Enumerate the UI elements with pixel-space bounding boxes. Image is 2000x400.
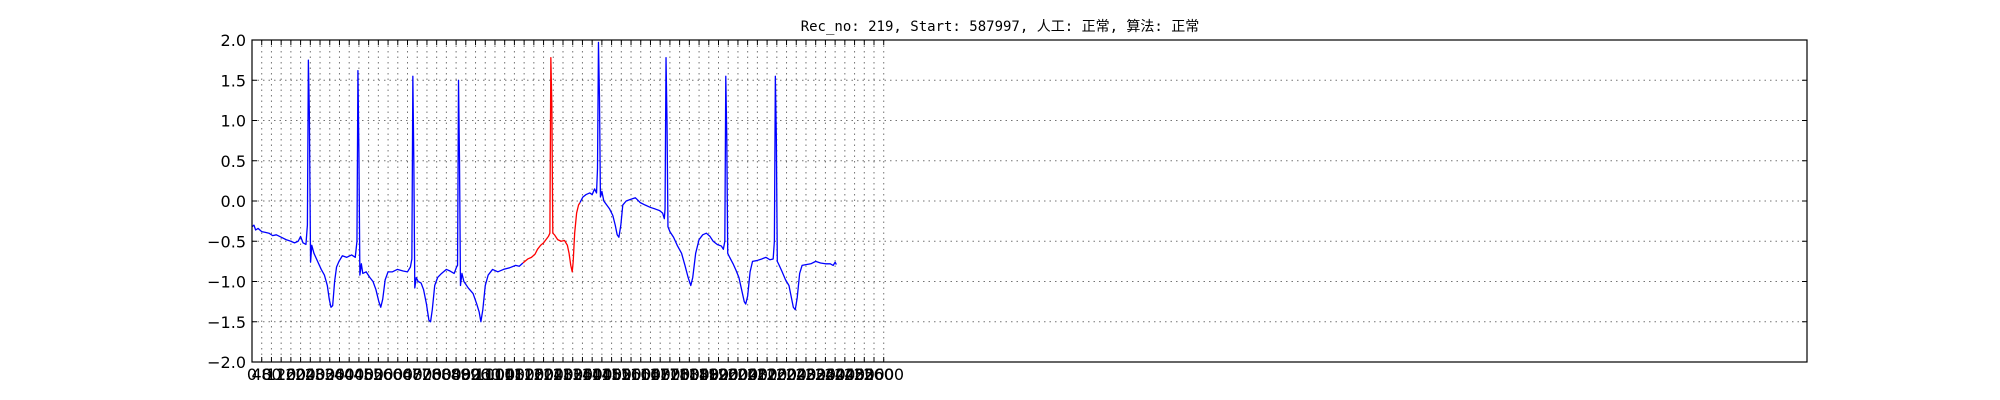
x-tick-label: 480: [353, 365, 384, 384]
x-tick-label: 800: [431, 365, 462, 384]
x-tick-label: 1480: [591, 365, 632, 384]
y-tick-label: −0.5: [207, 232, 246, 251]
x-tick-label: 2520: [844, 365, 885, 384]
x-tick-label: 360: [324, 365, 355, 384]
x-tick-label: 1640: [630, 365, 671, 384]
x-tick-label: 2200: [766, 365, 807, 384]
x-tick-label: 1400: [572, 365, 613, 384]
x-tick-label: 200: [285, 365, 316, 384]
x-tick-label: 1440: [582, 365, 623, 384]
y-tick-label: −1.5: [207, 313, 246, 332]
x-tick-label: 520: [363, 365, 394, 384]
x-tick-label: 40: [252, 365, 272, 384]
x-tick-label: 1840: [679, 365, 720, 384]
x-tick-label: 440: [344, 365, 375, 384]
x-tick-label: 2600: [863, 365, 904, 384]
y-tick-label: 1.0: [221, 112, 246, 131]
x-tick-label: 1200: [523, 365, 564, 384]
x-tick-label: 2360: [805, 365, 846, 384]
x-tick-label: 1760: [659, 365, 700, 384]
x-tick-label: 2560: [854, 365, 895, 384]
x-tick-label: 1240: [533, 365, 574, 384]
x-tick-label: 2120: [747, 365, 788, 384]
x-tick-label: 2080: [737, 365, 778, 384]
x-tick-label: 640: [392, 365, 423, 384]
x-tick-label: 240: [295, 365, 326, 384]
x-tick-label: 2240: [776, 365, 817, 384]
y-tick-label: −2.0: [207, 353, 246, 372]
x-tick-label: 2280: [786, 365, 827, 384]
x-tick-label: 1720: [650, 365, 691, 384]
x-tick-label: 680: [402, 365, 433, 384]
x-tick-label: 1600: [620, 365, 661, 384]
x-tick-label: 400: [334, 365, 365, 384]
y-axis-ticks: 2.0 1.5 1.0 0.5 0.0 −0.5 −1.0 −1.5 −2.0: [207, 31, 1807, 372]
x-tick-label: 2000: [718, 365, 759, 384]
x-tick-label: 0: [247, 365, 257, 384]
x-tick-label: 320: [314, 365, 345, 384]
x-tick-label: 1280: [543, 365, 584, 384]
x-axis-ticks: 0408012016020024028032036040044048052056…: [247, 40, 904, 384]
plot-area: [251, 41, 837, 323]
x-tick-label: 760: [421, 365, 452, 384]
x-tick-label: 1320: [552, 365, 593, 384]
y-tick-label: 0.5: [221, 152, 246, 171]
x-tick-label: 720: [412, 365, 443, 384]
x-tick-label: 880: [451, 365, 482, 384]
x-tick-label: 2440: [824, 365, 865, 384]
x-tick-label: 160: [276, 365, 307, 384]
x-tick-label: 120: [266, 365, 297, 384]
x-tick-label: 1040: [484, 365, 525, 384]
x-tick-label: 2320: [795, 365, 836, 384]
ecg-trace-segment-1: [251, 59, 524, 323]
x-tick-label: 840: [441, 365, 472, 384]
x-tick-label: 920: [460, 365, 491, 384]
x-tick-label: 2160: [756, 365, 797, 384]
chart-title: Rec_no: 219, Start: 587997, 人工: 正常, 算法: …: [801, 19, 1200, 35]
x-tick-label: 1560: [611, 365, 652, 384]
x-tick-label: 560: [373, 365, 404, 384]
x-tick-label: 1080: [494, 365, 535, 384]
ecg-trace-segment-2: [522, 57, 581, 273]
x-tick-label: 1800: [669, 365, 710, 384]
x-tick-label: 1000: [475, 365, 516, 384]
grid: [252, 40, 1807, 362]
x-tick-label: 1680: [640, 365, 681, 384]
x-tick-label: 1880: [688, 365, 729, 384]
x-tick-label: 960: [470, 365, 501, 384]
y-tick-label: 2.0: [221, 31, 246, 50]
x-tick-label: 1120: [504, 365, 545, 384]
x-tick-label: 1960: [708, 365, 749, 384]
x-tick-label: 1920: [698, 365, 739, 384]
x-tick-label: 2400: [815, 365, 856, 384]
x-tick-label: 80: [261, 365, 281, 384]
x-tick-label: 2480: [834, 365, 875, 384]
y-tick-label: 0.0: [221, 192, 246, 211]
y-tick-label: −1.0: [207, 273, 246, 292]
x-tick-label: 600: [383, 365, 414, 384]
x-tick-label: 2040: [727, 365, 768, 384]
y-tick-label: 1.5: [221, 71, 246, 90]
ecg-trace-segment-3: [579, 41, 837, 311]
x-tick-label: 280: [305, 365, 336, 384]
x-tick-label: 1520: [601, 365, 642, 384]
x-tick-label: 1360: [562, 365, 603, 384]
x-tick-label: 1160: [513, 365, 554, 384]
